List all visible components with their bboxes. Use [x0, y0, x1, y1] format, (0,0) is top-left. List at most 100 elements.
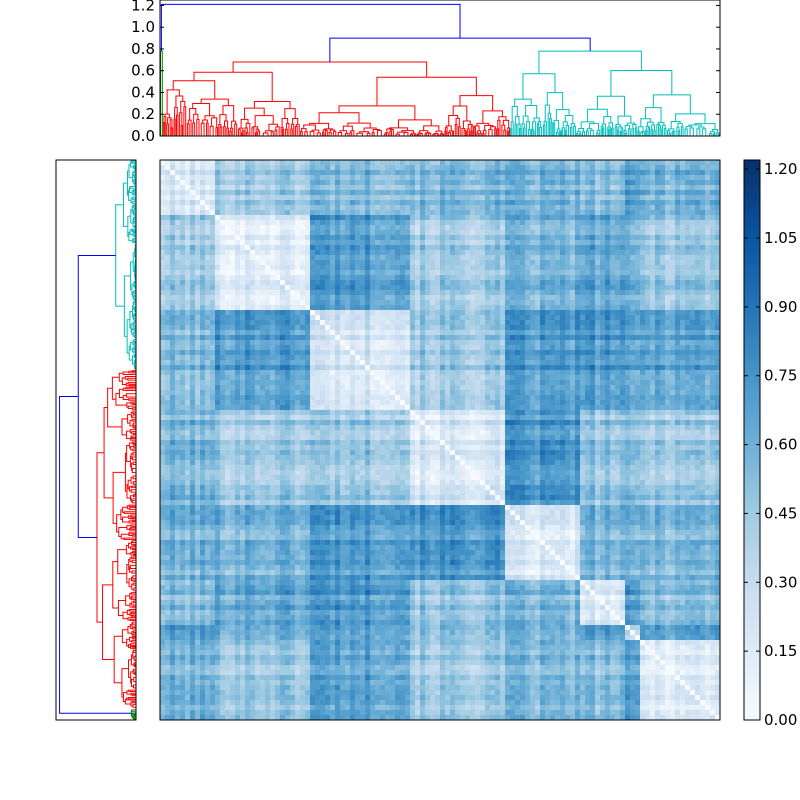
heatmap-cell: [275, 250, 281, 256]
heatmap-cell: [240, 210, 246, 216]
heatmap-cell: [625, 195, 631, 201]
heatmap-cell: [260, 225, 266, 231]
heatmap-cell: [445, 310, 451, 316]
heatmap-cell: [175, 165, 181, 171]
heatmap-cell: [330, 195, 336, 201]
heatmap-cell: [710, 270, 716, 276]
heatmap-cell: [530, 310, 536, 316]
heatmap-cell: [335, 320, 341, 326]
heatmap-cell: [390, 315, 396, 321]
heatmap-cell: [315, 290, 321, 296]
dendrogram-link: [206, 122, 209, 136]
heatmap-cell: [390, 220, 396, 226]
heatmap-cell: [260, 235, 266, 241]
heatmap-cell: [540, 200, 546, 206]
heatmap-cell: [600, 175, 606, 181]
heatmap-cell: [665, 160, 671, 166]
heatmap-cell: [405, 175, 411, 181]
dendrogram-link: [131, 583, 134, 590]
heatmap-cell: [370, 255, 376, 261]
dendrogram-link: [111, 376, 120, 400]
heatmap-cell: [475, 315, 481, 321]
heatmap-cell: [200, 255, 206, 261]
heatmap-cell: [465, 200, 471, 206]
heatmap-cell: [715, 260, 721, 266]
heatmap-cell: [495, 295, 501, 301]
dendrogram-link: [133, 364, 136, 369]
dendrogram-link: [134, 493, 136, 496]
dendrogram-link: [647, 121, 654, 127]
heatmap-cell: [525, 270, 531, 276]
dendrogram-link: [459, 95, 494, 111]
heatmap-cell: [710, 295, 716, 301]
heatmap-cell: [470, 185, 476, 191]
dendrogram-link: [133, 676, 136, 683]
heatmap-cell: [655, 195, 661, 201]
heatmap-cell: [270, 200, 276, 206]
heatmap-cell: [650, 285, 656, 291]
heatmap-cell: [665, 195, 671, 201]
heatmap-cell: [405, 265, 411, 271]
dendrogram-link: [617, 129, 620, 136]
heatmap-cell: [290, 185, 296, 191]
heatmap-cell: [270, 270, 276, 276]
heatmap-cell: [305, 230, 311, 236]
heatmap-cell: [630, 300, 636, 306]
heatmap-cell: [505, 200, 511, 206]
heatmap-cell: [515, 280, 521, 286]
heatmap-cell: [315, 275, 321, 281]
heatmap-cell: [610, 300, 616, 306]
heatmap-cell: [190, 175, 196, 181]
heatmap-cell: [420, 225, 426, 231]
heatmap-panel: [159, 159, 721, 721]
heatmap-cell: [640, 200, 646, 206]
heatmap-cell: [490, 290, 496, 296]
heatmap-cell: [355, 320, 361, 326]
heatmap-cell: [465, 225, 471, 231]
heatmap-cell: [290, 220, 296, 226]
heatmap-cell: [605, 240, 611, 246]
heatmap-cell: [595, 320, 601, 326]
heatmap-cell: [440, 310, 446, 316]
heatmap-cell: [165, 260, 171, 266]
heatmap-cell: [515, 185, 521, 191]
heatmap-cell: [335, 180, 341, 186]
heatmap-cell: [605, 175, 611, 181]
heatmap-cell: [185, 280, 191, 286]
heatmap-cell: [510, 200, 516, 206]
heatmap-cell: [645, 170, 651, 176]
heatmap-cell: [715, 225, 721, 231]
dendrogram-link: [130, 411, 133, 418]
heatmap-cell: [360, 250, 366, 256]
heatmap-cell: [595, 250, 601, 256]
heatmap-cell: [325, 210, 331, 216]
heatmap-cell: [625, 270, 631, 276]
heatmap-cell: [670, 170, 676, 176]
heatmap-cell: [685, 265, 691, 271]
heatmap-cell: [505, 235, 511, 241]
heatmap-cell: [300, 265, 306, 271]
heatmap-cell: [370, 170, 376, 176]
heatmap-cell: [295, 225, 301, 231]
heatmap-cell: [595, 280, 601, 286]
dendrogram-link: [133, 587, 136, 592]
dendrogram-link: [120, 533, 129, 540]
heatmap-cell: [520, 235, 526, 241]
heatmap-cell: [310, 220, 316, 226]
heatmap-cell: [655, 165, 661, 171]
heatmap-cell: [265, 165, 271, 171]
heatmap-cell: [460, 315, 466, 321]
heatmap-cell: [425, 225, 431, 231]
heatmap-cell: [550, 285, 556, 291]
heatmap-cell: [715, 235, 721, 241]
heatmap-cell: [560, 260, 566, 266]
heatmap-cell: [245, 220, 251, 226]
dendrogram-link: [230, 127, 234, 136]
heatmap-cell: [585, 200, 591, 206]
heatmap-cell: [180, 295, 186, 301]
heatmap-cell: [245, 215, 251, 221]
heatmap-cell: [655, 270, 661, 276]
heatmap-cell: [535, 190, 541, 196]
heatmap-cell: [610, 265, 616, 271]
dendrogram-link: [349, 132, 353, 136]
